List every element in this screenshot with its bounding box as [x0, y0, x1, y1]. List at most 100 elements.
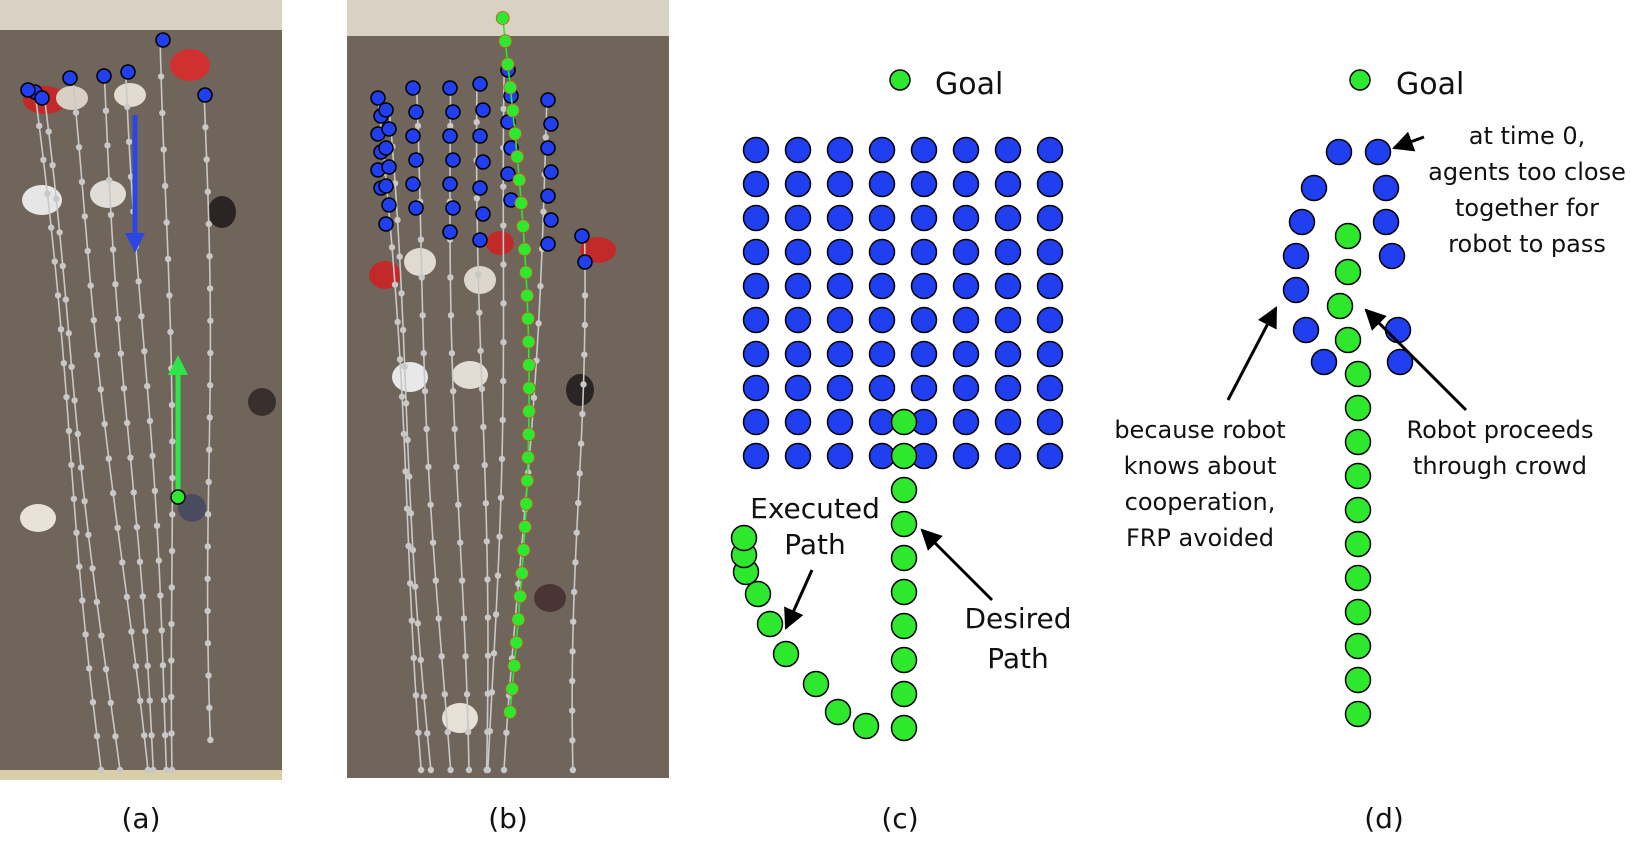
trajectory-point	[464, 728, 472, 736]
executed-path-position	[772, 640, 800, 668]
robot-position	[500, 57, 515, 72]
trajectory-point	[136, 697, 144, 704]
crowd-agent	[1036, 408, 1064, 436]
trajectory-point	[405, 473, 413, 480]
trajectory-point	[206, 285, 214, 292]
trajectory-point	[483, 538, 491, 545]
person-blob	[464, 266, 496, 294]
trajectory-point	[125, 138, 133, 145]
crowd-agent	[994, 374, 1022, 402]
trajectory-point	[68, 461, 75, 469]
trajectory-point	[205, 672, 212, 679]
person-blob	[566, 374, 594, 406]
executed-path-position	[824, 698, 852, 726]
crowd-agent	[1386, 348, 1414, 376]
trajectory-point	[398, 290, 405, 297]
crowd-agent	[34, 90, 50, 106]
trajectory-point	[109, 490, 117, 497]
trajectory-point	[116, 766, 124, 774]
crowd-agent	[910, 136, 938, 164]
crowd-agent	[378, 140, 394, 156]
trajectory-point	[45, 128, 52, 135]
trajectory-point	[406, 580, 414, 587]
trajectory-point	[44, 190, 51, 197]
crowd-agent	[445, 104, 461, 120]
crowd-agent	[1372, 174, 1400, 202]
crowd-agent	[472, 180, 488, 196]
trajectory-point	[576, 470, 583, 477]
robot-position	[507, 658, 522, 673]
trajectory-point	[136, 558, 144, 565]
trajectory-point	[74, 430, 81, 438]
trajectory-point	[164, 255, 172, 263]
robot-start-marker	[170, 489, 186, 505]
trajectory-point	[530, 394, 538, 401]
trajectory-point	[90, 317, 97, 324]
trajectory-point	[127, 454, 134, 461]
person-blob	[404, 248, 436, 276]
robot-position	[1344, 598, 1372, 626]
trajectory-point	[78, 178, 86, 185]
trajectory-point	[151, 487, 159, 494]
robot-position	[520, 288, 534, 303]
crowd-agent	[442, 80, 458, 96]
crowd-agent	[952, 340, 980, 368]
desired-path-position	[890, 442, 918, 470]
trajectory-point	[410, 654, 417, 662]
crowd-agent	[445, 200, 461, 216]
robot-position	[505, 681, 520, 696]
trajectory-point	[207, 736, 214, 744]
trajectory-point	[161, 182, 169, 190]
trajectory-point	[447, 312, 455, 319]
trajectory-point	[490, 650, 498, 657]
trajectory-point	[205, 220, 212, 228]
trajectory-point	[398, 393, 406, 400]
robot-position	[514, 196, 529, 210]
executed-path-position	[744, 580, 772, 608]
crowd-agent	[784, 238, 812, 266]
trajectory-point	[114, 524, 121, 531]
trajectory-point	[204, 575, 211, 582]
crowd-agent	[826, 170, 854, 198]
trajectory-point	[577, 440, 585, 447]
trajectory-point	[391, 281, 399, 288]
robot-position	[1344, 564, 1372, 592]
trajectory-point	[418, 274, 425, 281]
trajectory-point	[168, 730, 175, 737]
crowd-agent	[952, 272, 980, 300]
robot-position	[1326, 292, 1354, 320]
trajectory-point	[455, 501, 462, 508]
trajectory-point	[168, 584, 175, 591]
trajectory-point	[573, 529, 580, 536]
trajectory-point	[163, 766, 170, 774]
caption-a: (a)	[121, 802, 160, 835]
trajectory-point	[87, 282, 94, 289]
trajectory-point	[120, 385, 128, 392]
trajectory-point	[396, 356, 404, 363]
crowd-agent	[784, 204, 812, 232]
caption-b: (b)	[488, 802, 528, 835]
crowd-agent	[952, 204, 980, 232]
crowd-agent	[994, 306, 1022, 334]
crowd-agent	[784, 408, 812, 436]
crowd-agent	[405, 176, 421, 192]
trajectory-point	[76, 563, 83, 570]
panel-b-agents	[370, 62, 593, 270]
trajectory-point	[159, 109, 166, 117]
trajectory-point	[484, 652, 492, 659]
crowd-agent	[381, 159, 397, 175]
person-blob	[90, 180, 126, 208]
trajectory-point	[477, 347, 484, 354]
trajectory-point	[407, 510, 415, 517]
note-proceeds-line1: Robot proceeds	[1407, 416, 1594, 444]
desired-path-position	[890, 680, 918, 708]
trajectory-point	[403, 505, 411, 512]
crowd-agent	[952, 408, 980, 436]
crowd-agent	[994, 204, 1022, 232]
trajectory-point	[581, 292, 589, 299]
trajectory-point	[75, 144, 83, 151]
panel-a-agents	[20, 32, 213, 106]
trajectory-point	[157, 592, 164, 599]
trajectory-point	[572, 559, 579, 566]
trajectory-point	[417, 656, 424, 664]
